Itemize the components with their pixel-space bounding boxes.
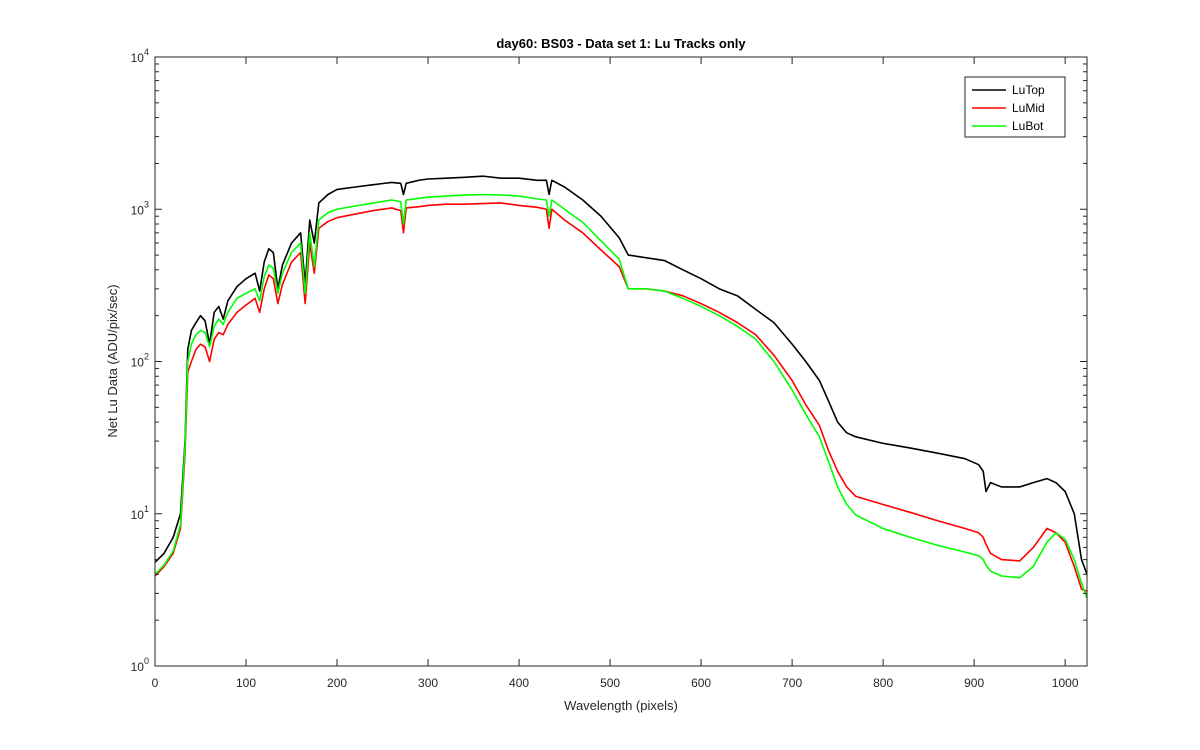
x-ticks: 0 100 200 300 400 500 600 700 800 900 1000 (152, 57, 1079, 690)
legend-entries: LuTop LuMid LuBot (972, 83, 1045, 133)
legend-label-lutop: LuTop (1012, 83, 1045, 97)
legend-label-lubot: LuBot (1012, 119, 1044, 133)
x-tick-label: 800 (873, 676, 893, 690)
y-tick-label: 100 (131, 656, 149, 674)
series-line-lumid (154, 202, 1088, 592)
x-axis-label: Wavelength (pixels) (564, 698, 678, 713)
x-tick-label: 1000 (1052, 676, 1079, 690)
x-tick-label: 700 (782, 676, 802, 690)
chart-title: day60: BS03 - Data set 1: Lu Tracks only (496, 36, 746, 51)
legend-label-lumid: LuMid (1012, 101, 1045, 115)
y-ticks: 100 101 102 103 104 (131, 47, 1087, 674)
plot-area (155, 57, 1087, 666)
legend: LuTop LuMid LuBot (964, 76, 1066, 138)
legend-box (964, 76, 1066, 138)
x-tick-label: 200 (327, 676, 347, 690)
y-tick-label: 102 (131, 352, 149, 370)
series-line-lubot (154, 193, 1088, 599)
x-tick-label: 0 (152, 676, 159, 690)
x-tick-label: 300 (418, 676, 438, 690)
series-layer (154, 175, 1088, 599)
x-tick-label: 400 (509, 676, 529, 690)
x-tick-label: 500 (600, 676, 620, 690)
y-tick-label: 101 (131, 504, 149, 522)
x-tick-label: 600 (691, 676, 711, 690)
x-tick-label: 900 (964, 676, 984, 690)
y-axis-label: Net Lu Data (ADU/pix/sec) (105, 284, 120, 437)
x-tick-label: 100 (236, 676, 256, 690)
y-tick-label: 104 (131, 47, 149, 65)
series-line-lutop (154, 175, 1088, 575)
y-tick-label: 103 (131, 199, 149, 217)
